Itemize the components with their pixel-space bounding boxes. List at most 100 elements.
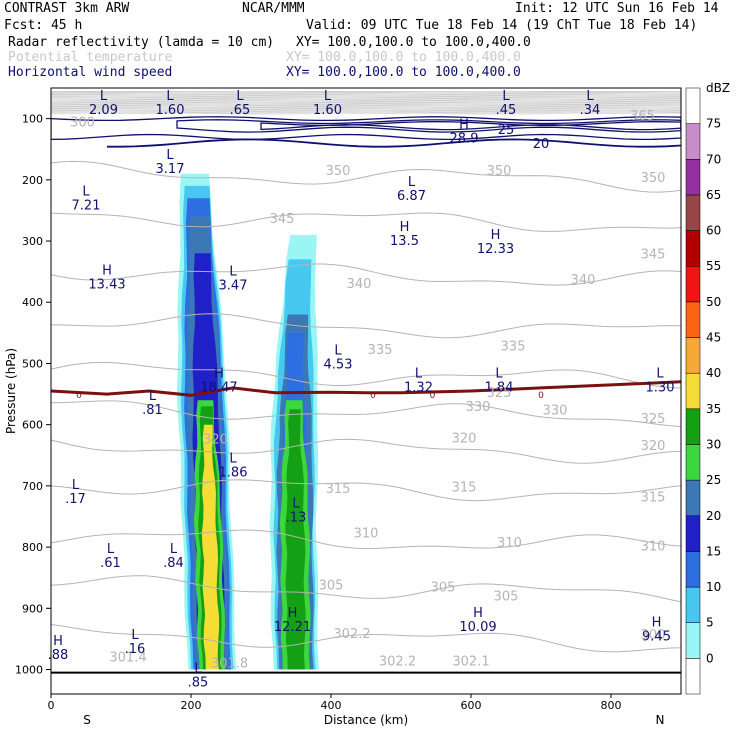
extremum-type: H bbox=[459, 117, 469, 132]
extremum-value: 12.21 bbox=[274, 620, 311, 635]
field-wind-xy: XY= 100.0,100.0 to 100.0,400.0 bbox=[286, 65, 521, 80]
theta-contour-label: 350 bbox=[326, 164, 351, 179]
theta-contour-label: 350 bbox=[641, 171, 666, 186]
extremum-type: L bbox=[502, 89, 510, 104]
theta-contour-label: 340 bbox=[347, 277, 372, 292]
extremum-type: H bbox=[473, 606, 483, 621]
wind-speed-contour bbox=[176, 119, 681, 133]
y-axis-label: Pressure (hPa) bbox=[4, 348, 18, 434]
theta-contour bbox=[51, 400, 681, 428]
theta-contour-label: 345 bbox=[270, 212, 295, 227]
colorbar-swatch bbox=[685, 479, 701, 517]
y-tick-label: 300 bbox=[22, 235, 43, 248]
field-theta: Potential temperature bbox=[8, 50, 173, 65]
colorbar-label: 70 bbox=[706, 152, 721, 166]
theta-contour-label: 300 bbox=[641, 628, 666, 643]
extremum-value: 12.33 bbox=[477, 242, 514, 257]
extremum-type: H bbox=[53, 634, 63, 649]
colorbar-swatch bbox=[685, 159, 701, 196]
theta-contour bbox=[51, 263, 681, 286]
y-tick-label: 900 bbox=[22, 602, 43, 615]
extremum-value: 13.43 bbox=[88, 278, 125, 293]
colorbar-swatch bbox=[685, 123, 701, 160]
colorbar-swatch bbox=[685, 551, 701, 588]
field-reflectivity: Radar reflectivity (lamda = 10 cm) bbox=[8, 35, 275, 50]
colorbar-swatch bbox=[685, 337, 701, 374]
extremum-value: 1.30 bbox=[646, 381, 675, 396]
extremum-type: L bbox=[100, 89, 108, 104]
y-tick-label: 500 bbox=[22, 357, 43, 370]
extremum-type: L bbox=[82, 185, 90, 200]
theta-contour-label: 330 bbox=[466, 400, 491, 415]
theta-contour-upper bbox=[51, 93, 681, 96]
low-marker: L.34 bbox=[580, 89, 601, 118]
colorbar-label: 10 bbox=[706, 580, 721, 594]
extremum-type: L bbox=[324, 89, 332, 104]
high-marker: H12.33 bbox=[477, 228, 514, 257]
y-tick-label: 200 bbox=[22, 174, 43, 187]
theta-contour-label: 310 bbox=[354, 527, 379, 542]
extremum-type: L bbox=[229, 264, 237, 279]
theta-contour-label: 365 bbox=[630, 109, 655, 124]
extremum-type: L bbox=[229, 452, 237, 467]
extremum-value: .34 bbox=[580, 103, 601, 118]
colorbar-swatch bbox=[685, 515, 701, 552]
theta-contour-upper bbox=[51, 105, 681, 109]
colorbar-label: 0 bbox=[706, 651, 714, 665]
low-marker: L7.21 bbox=[72, 185, 101, 214]
colorbar-swatch bbox=[685, 87, 701, 124]
theta-contour bbox=[51, 624, 681, 653]
high-marker: H12.21 bbox=[274, 606, 311, 635]
theta-contour-upper bbox=[51, 102, 681, 106]
freezing-level-label: 0 bbox=[76, 391, 82, 401]
theta-contour-label: 305 bbox=[319, 579, 344, 594]
theta-contour-label: 320 bbox=[203, 432, 228, 447]
colorbar-label: 60 bbox=[706, 224, 721, 238]
theta-contour-upper bbox=[51, 110, 681, 114]
theta-contour-label: 350 bbox=[487, 164, 512, 179]
extremum-type: L bbox=[408, 175, 416, 190]
extremum-type: L bbox=[149, 389, 157, 404]
extremum-type: L bbox=[72, 478, 80, 493]
theta-contour-label: 315 bbox=[452, 481, 477, 496]
field-theta-xy: XY= 100.0,100.0 to 100.0,400.0 bbox=[286, 50, 521, 65]
freezing-level-label: 0 bbox=[538, 391, 544, 401]
theta-contour bbox=[51, 479, 681, 502]
low-marker: L.13 bbox=[286, 496, 307, 525]
theta-contour bbox=[51, 212, 681, 232]
extremum-value: 18.47 bbox=[200, 381, 237, 396]
colorbar-label: 40 bbox=[706, 366, 721, 380]
x-tick-label: 400 bbox=[321, 699, 342, 712]
theta-contour-upper bbox=[51, 99, 681, 103]
low-marker: L1.32 bbox=[404, 367, 433, 396]
low-marker: L1.30 bbox=[646, 367, 675, 396]
extremum-value: .65 bbox=[230, 103, 251, 118]
theta-contour-label: 302.2 bbox=[379, 655, 416, 670]
theta-contour-upper bbox=[51, 107, 681, 111]
colorbar-swatch bbox=[685, 444, 701, 481]
extremum-value: 9.45 bbox=[642, 630, 671, 645]
theta-contour-upper bbox=[51, 101, 681, 104]
extremum-type: H bbox=[288, 606, 298, 621]
x-end-label-north: N bbox=[656, 713, 665, 727]
colorbar-label: 55 bbox=[706, 259, 721, 273]
colorbar-label: 65 bbox=[706, 188, 721, 202]
theta-contour-upper bbox=[51, 91, 681, 95]
forecast-hour: Fcst: 45 h bbox=[4, 18, 83, 33]
colorbar-label: 75 bbox=[706, 117, 721, 131]
high-marker: H28.9 bbox=[450, 117, 479, 146]
theta-contour bbox=[51, 160, 681, 193]
theta-contour-label: 310 bbox=[641, 539, 666, 554]
theta-contour-label: 335 bbox=[368, 343, 393, 358]
y-tick-label: 800 bbox=[22, 541, 43, 554]
extremum-value: 3.47 bbox=[219, 278, 248, 293]
wind-contour-label: 25 bbox=[498, 123, 515, 138]
high-marker: H10.09 bbox=[459, 606, 496, 635]
low-marker: L6.87 bbox=[397, 175, 426, 204]
extremum-value: 1.32 bbox=[404, 381, 433, 396]
plot-frame bbox=[50, 87, 682, 695]
theta-contour bbox=[51, 438, 681, 464]
x-tick-label: 0 bbox=[48, 699, 55, 712]
low-marker: L.45 bbox=[496, 89, 517, 118]
extremum-value: 13.5 bbox=[390, 234, 419, 249]
